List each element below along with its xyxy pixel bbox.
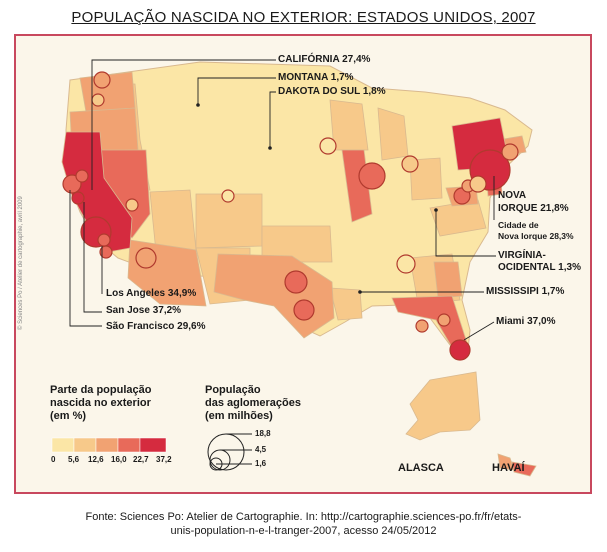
metro-sacramento (75, 169, 89, 183)
leader-miami (463, 321, 495, 341)
leader-dots (196, 103, 438, 294)
tick-5-6: 5,6 (68, 455, 80, 464)
label-miami: Miami 37,0% (496, 316, 556, 327)
label-mississippi: MISSISSIPI 1,7% (486, 286, 565, 297)
metro-orlando (437, 313, 451, 327)
metro-providence (469, 175, 487, 193)
color-scale (51, 437, 167, 453)
metro-dallas (284, 270, 308, 294)
states-class-2 (111, 83, 487, 321)
metro-riverside (97, 233, 111, 247)
leader-california (91, 59, 276, 190)
label-wv-2: OCIDENTAL 1,3% (498, 262, 581, 273)
leader-dakota (269, 91, 276, 148)
state-michigan (377, 107, 409, 161)
legend-share-title-1: Parte da população (50, 384, 152, 396)
metro-tampa (415, 319, 429, 333)
legend-pop-title-3: (em milhões) (205, 410, 273, 422)
metro-atlanta (396, 254, 416, 274)
leader-montana (197, 77, 276, 105)
label-nyc-1: Cidade de (498, 220, 539, 230)
tick-37-2: 37,2 (156, 455, 172, 464)
label-hawaii: HAVAÍ (492, 462, 525, 474)
label-nyc-2: Nova Iorque 28,3% (498, 231, 574, 241)
source-line-2: unis-population-n-e-l-tranger-2007, aces… (170, 525, 437, 537)
label-montana: MONTANA 1,7% (278, 72, 354, 83)
state-wisconsin (329, 99, 369, 151)
map-credit: © Sciences Po / Atelier de cartographie,… (18, 196, 24, 330)
alaska-inset (405, 371, 481, 441)
state-louisiana (329, 287, 363, 321)
metro-denver (221, 189, 235, 203)
map-title: POPULAÇÃO NASCIDA NO EXTERIOR: ESTADOS U… (71, 9, 536, 26)
metro-houston (293, 299, 315, 321)
label-dakota-do-sul: DAKOTA DO SUL 1,8% (278, 86, 386, 97)
tick-22-7: 22,7 (133, 455, 149, 464)
pop-value-18-8: 18,8 (255, 429, 271, 438)
leader-dot-montana (196, 103, 200, 107)
state-georgia (433, 261, 463, 299)
scale-class-5 (139, 437, 167, 453)
states-class-4 (95, 149, 537, 477)
tick-12-6: 12,6 (88, 455, 104, 464)
metro-las-vegas (125, 198, 139, 212)
label-california: CALIFÓRNIA 27,4% (278, 54, 371, 65)
metro-san-jose (71, 191, 85, 205)
metro-seattle (93, 71, 111, 89)
tick-0: 0 (51, 455, 56, 464)
label-los-angeles: Los Angeles 34,9% (106, 288, 197, 299)
state-ohio (409, 157, 443, 201)
metro-miami (449, 339, 471, 361)
leader-sf (69, 190, 102, 327)
size-legend (207, 433, 252, 471)
state-hawaii (511, 461, 537, 477)
pop-value-1-6: 1,6 (255, 459, 267, 468)
legend-pop-title-1: População (205, 384, 261, 396)
state-utah (149, 189, 197, 253)
label-new-york-1: NOVA (498, 190, 527, 201)
scale-class-1 (51, 437, 75, 453)
legend-share-title-3: (em %) (50, 410, 87, 422)
label-san-jose: San Jose 37,2% (106, 305, 182, 316)
label-san-francisco: São Francisco 29,6% (106, 321, 206, 332)
source-line-1: Fonte: Sciences Po: Atelier de Cartograp… (85, 511, 522, 523)
leader-dot-dakota (268, 146, 272, 150)
metro-portland (91, 93, 105, 107)
label-wv-1: VIRGÍNIA- (498, 250, 546, 261)
leader-sj (83, 202, 102, 313)
metro-boston (501, 143, 519, 161)
scale-class-3 (95, 437, 119, 453)
tick-16-0: 16,0 (111, 455, 127, 464)
leader-dot-mississippi (358, 290, 362, 294)
label-alaska: ALASCA (398, 462, 444, 474)
metro-phoenix (135, 247, 157, 269)
metro-minneapolis (319, 137, 337, 155)
leader-wv (435, 210, 496, 257)
scale-class-2 (73, 437, 97, 453)
legend-pop-title-2: das aglomerações (205, 397, 301, 409)
pop-value-4-5: 4,5 (255, 445, 267, 454)
metro-circles (62, 71, 519, 361)
metro-detroit (401, 155, 419, 173)
state-kansas-ok (261, 225, 333, 263)
source-note: Fonte: Sciences Po: Atelier de Cartograp… (0, 510, 607, 538)
leader-dot-wv (434, 208, 438, 212)
leader-lines (69, 59, 496, 341)
scale-class-4 (117, 437, 141, 453)
label-new-york-2: IORQUE 21,8% (498, 203, 569, 214)
metro-chicago (358, 162, 386, 190)
legend-share-title-2: nascida no exterior (50, 397, 151, 409)
